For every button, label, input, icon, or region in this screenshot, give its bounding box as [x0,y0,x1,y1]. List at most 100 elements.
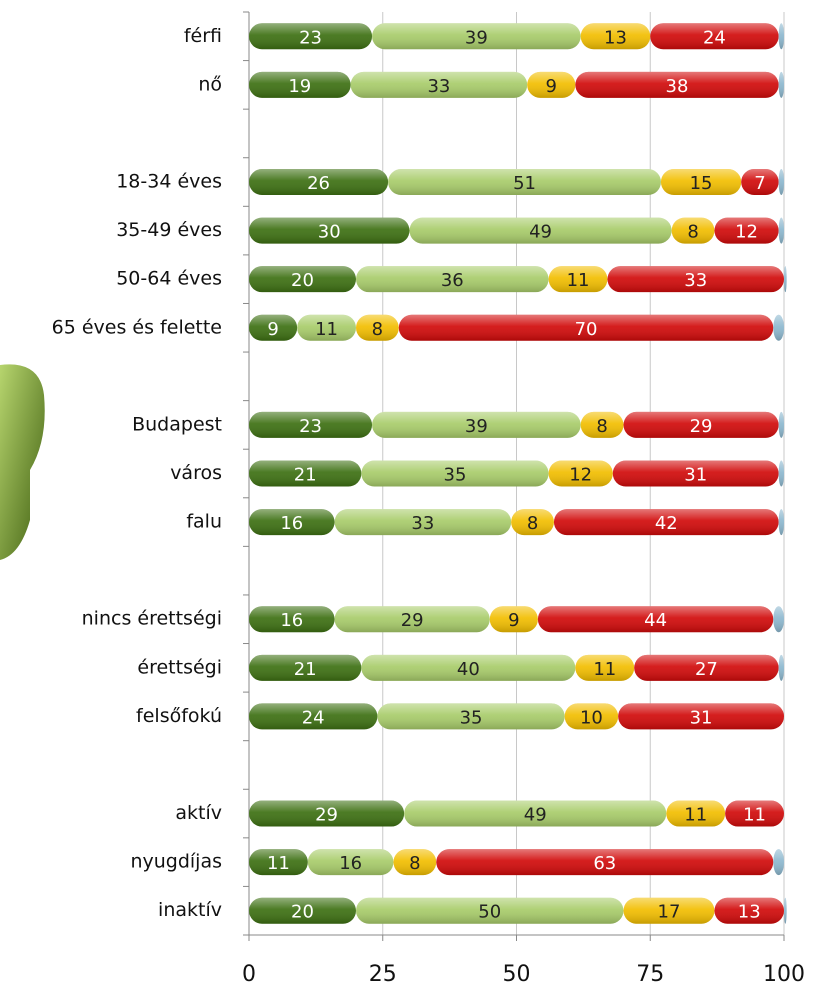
data-label: 12 [735,222,758,243]
data-label: 8 [596,416,607,437]
bar-gloss [356,897,624,924]
bar-gloss [388,169,661,196]
bar-gloss [580,23,651,50]
data-label: 11 [743,805,766,826]
category-label: város [170,462,222,484]
bar-gloss [249,460,362,487]
data-label: 15 [690,173,713,194]
data-label: 44 [644,610,667,631]
data-label: 31 [684,465,707,486]
bar-gloss [564,703,619,730]
category-label: férfi [184,25,222,47]
bar-gloss [778,411,784,438]
data-label: 26 [307,173,330,194]
bar-gloss [409,217,672,244]
bar-gloss [650,23,779,50]
category-label: 65 éves és felette [52,316,222,338]
data-label: 8 [527,513,538,534]
bar-gloss [361,460,549,487]
x-tick-label: 25 [369,962,397,987]
bar-gloss [249,800,405,827]
bar-gloss [714,897,784,924]
data-label: 70 [575,319,598,340]
data-label: 11 [315,319,338,340]
bar-gloss [623,897,715,924]
bar-gloss [356,314,399,341]
data-label: 11 [593,659,616,680]
bar-gloss [778,71,784,98]
bar-gloss [372,23,581,50]
data-label: 24 [302,707,325,728]
data-label: 30 [318,222,341,243]
data-label: 13 [604,27,627,48]
data-label: 7 [754,173,765,194]
bar-gloss [784,897,787,924]
bar-gloss [511,509,554,536]
category-label: nő [198,73,222,95]
data-label: 16 [339,853,362,874]
category-label: 18-34 éves [116,171,222,193]
bar-gloss [361,654,576,681]
data-label: 24 [703,27,726,48]
bar-gloss [778,169,784,196]
category-label: érettségi [137,656,222,678]
data-label: 19 [288,76,311,97]
bar-gloss [660,169,742,196]
decoration [0,364,45,560]
data-label: 29 [401,610,424,631]
x-tick-label: 75 [636,962,664,987]
data-label: 21 [294,465,317,486]
x-tick-label: 100 [763,962,805,987]
category-label: felsőfokú [136,705,222,727]
data-label: 8 [687,222,698,243]
bar-gloss [612,460,779,487]
bar-gloss [249,266,356,293]
data-label: 11 [267,853,290,874]
data-label: 31 [690,707,713,728]
data-label: 33 [411,513,434,534]
bar-gloss [334,606,490,633]
data-label: 23 [299,27,322,48]
category-label: 35-49 éves [116,219,222,241]
bar-gloss [548,460,613,487]
bar-gloss [297,314,356,341]
data-label: 39 [465,416,488,437]
data-label: 10 [580,707,603,728]
bar-gloss [773,849,784,876]
category-label: inaktív [158,899,222,921]
bar-gloss [249,169,389,196]
bar-gloss [249,314,298,341]
bar-gloss [436,849,774,876]
data-label: 11 [684,805,707,826]
data-label: 27 [695,659,718,680]
x-tick-label: 50 [503,962,531,987]
category-label: 50-64 éves [116,268,222,290]
bar-gloss [398,314,774,341]
data-label: 35 [460,707,483,728]
bar-gloss [307,849,394,876]
data-label: 11 [567,270,590,291]
data-label: 33 [684,270,707,291]
bar-gloss [350,71,528,98]
data-label: 8 [372,319,383,340]
bar-gloss [548,266,608,293]
bar-gloss [773,314,784,341]
bar-gloss [778,217,784,244]
data-label: 9 [546,76,557,97]
bar-gloss [249,654,362,681]
data-label: 38 [666,76,689,97]
bar-gloss [623,411,779,438]
bar-gloss [372,411,581,438]
bar-gloss [553,509,779,536]
data-label: 8 [409,853,420,874]
bar-gloss [778,460,784,487]
bar-gloss [249,23,373,50]
data-label: 16 [280,513,303,534]
data-label: 20 [291,902,314,923]
data-label: 21 [294,659,317,680]
data-label: 13 [738,902,761,923]
bar-gloss [714,217,779,244]
bar-gloss [393,849,437,876]
bar-gloss [778,654,784,681]
data-label: 49 [524,805,547,826]
